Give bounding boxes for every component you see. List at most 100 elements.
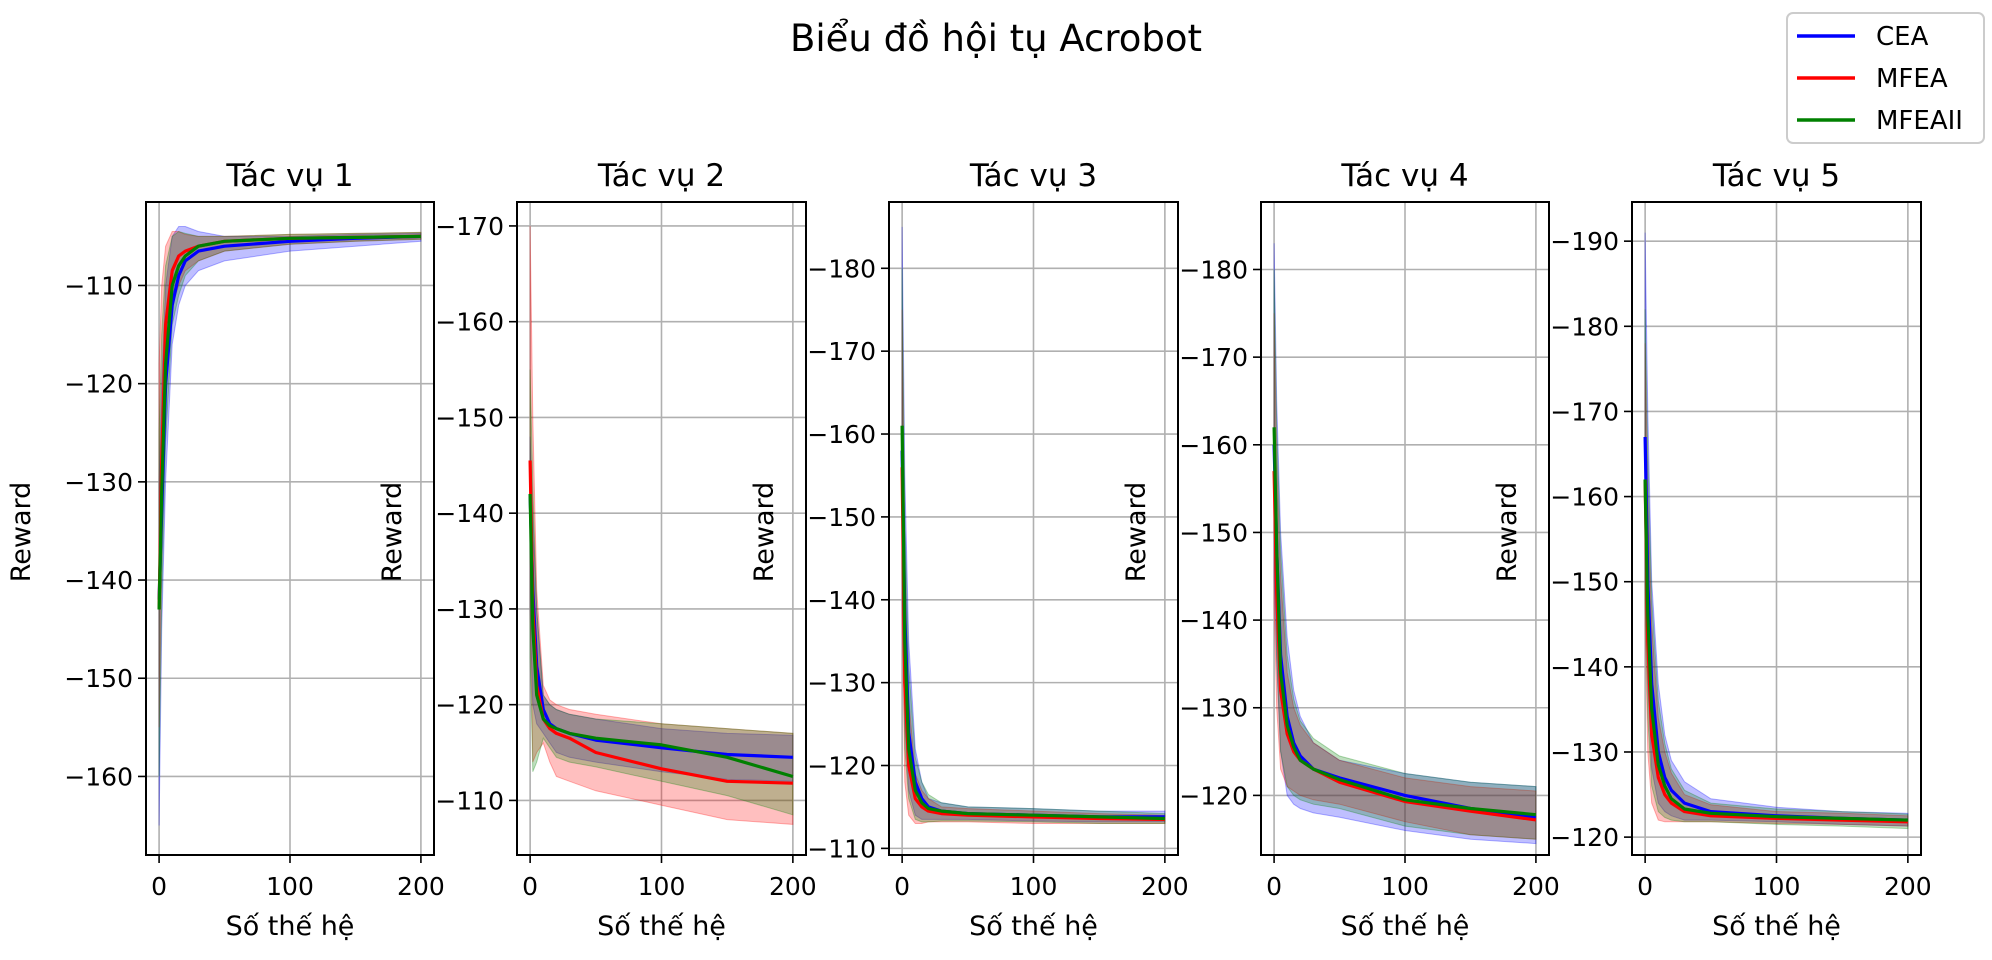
legend-box: [1786, 12, 1985, 144]
band-mfeaii: [1644, 309, 1909, 830]
series-line-mfeaii: [1643, 479, 1908, 822]
series-line-mfeaii: [157, 234, 421, 610]
y-tick-label: −120: [807, 752, 876, 781]
grid: [146, 202, 434, 855]
grid: [889, 202, 1178, 855]
subplot-4: 0 100 200 −120 −130 −140 −150 −160 −170 −180 Tác v…: [1121, 158, 1560, 942]
y-axis-label: Reward: [1121, 482, 1152, 583]
y-tick-label: −170: [435, 212, 504, 241]
y-tick-label: −140: [1179, 606, 1248, 635]
y-tick-label: −120: [1550, 823, 1619, 852]
series-line-mfeaii: [900, 425, 1165, 821]
x-tick-label: 0: [894, 872, 910, 901]
subplot-title: Tác vụ 4: [1340, 158, 1468, 194]
y-tick-label: −190: [1550, 227, 1619, 256]
x-tick-label: 0: [151, 872, 167, 901]
y-tick-label: −140: [435, 499, 504, 528]
plot-area: [1643, 232, 1909, 830]
x-tick-label: 200: [397, 872, 445, 901]
x-axis-label: Số thế hệ: [1712, 911, 1841, 942]
band-cea: [158, 226, 422, 826]
x-tick-label: 100: [638, 872, 686, 901]
y-tick-label: −130: [807, 669, 876, 698]
y-tick-label: −180: [1179, 255, 1248, 284]
x-axis-label: Số thế hệ: [597, 911, 726, 942]
subplot-title: Tác vụ 1: [225, 158, 353, 194]
y-tick-label: −130: [1179, 694, 1248, 723]
y-tick-label: −110: [64, 271, 133, 300]
y-tick-label: −140: [64, 566, 133, 595]
band-mfea: [1644, 343, 1909, 827]
y-tick-label: −120: [1179, 781, 1248, 810]
y-tick-label: −120: [435, 691, 504, 720]
y-tick-label: −140: [807, 586, 876, 615]
y-tick-label: −160: [1179, 431, 1248, 460]
grid: [1632, 202, 1921, 855]
band-mfea: [1273, 313, 1537, 840]
plot-area: [528, 225, 794, 825]
x-axis-label: Số thế hệ: [1341, 911, 1470, 942]
series-line-mfeaii: [528, 493, 794, 779]
band-cea: [901, 226, 1166, 823]
y-tick-label: −150: [435, 403, 504, 432]
x-axis-label: Số thế hệ: [226, 911, 355, 942]
x-tick-label: 200: [1141, 872, 1189, 901]
subplot-2: 0 100 200 −110 −120 −130 −140 −150 −160 −170 Tác v…: [377, 158, 817, 942]
legend: CEA MFEA MFEAII: [1786, 12, 1985, 144]
band-mfeaii: [901, 268, 1166, 824]
subplot-3: 0 100 200 −110 −120 −130 −140 −150 −160 −170 −180 T…: [749, 158, 1189, 942]
y-axis-label: Reward: [749, 482, 780, 583]
x-tick-label: 100: [1381, 872, 1429, 901]
y-tick-label: −120: [64, 370, 133, 399]
figure-title: Biểu đồ hội tụ Acrobot: [790, 17, 1202, 60]
legend-label-cea: CEA: [1876, 22, 1929, 52]
y-tick-label: −130: [435, 595, 504, 624]
band-cea: [1273, 243, 1537, 845]
subplot-panels: 0 100 200 −110 −120 −130 −140 −150 −160 Tác vụ 1 S…: [6, 158, 1932, 942]
y-tick-label: −170: [1550, 397, 1619, 426]
y-tick-label: −130: [1550, 738, 1619, 767]
series-line-mfeaii: [1272, 427, 1537, 817]
legend-label-mfeaii: MFEAII: [1876, 106, 1963, 136]
y-tick-label: −170: [1179, 343, 1248, 372]
band-cea: [529, 436, 794, 782]
y-tick-label: −160: [807, 420, 876, 449]
x-tick-label: 200: [1512, 872, 1560, 901]
y-tick-label: −110: [807, 834, 876, 863]
band-mfea: [901, 309, 1166, 824]
y-tick-label: −140: [1550, 653, 1619, 682]
grid: [1261, 202, 1549, 855]
y-tick-label: −150: [1179, 518, 1248, 547]
y-tick-label: −150: [64, 664, 133, 693]
y-tick-label: −180: [1550, 312, 1619, 341]
plot-area: [157, 226, 422, 826]
subplot-title: Tác vụ 5: [1712, 158, 1840, 194]
plot-area: [900, 226, 1166, 824]
y-axis-label: Reward: [6, 482, 37, 583]
x-axis-label: Số thế hệ: [969, 911, 1098, 942]
y-tick-label: −150: [1550, 568, 1619, 597]
subplot-title: Tác vụ 2: [597, 158, 725, 194]
x-tick-label: 200: [1884, 872, 1932, 901]
legend-label-mfea: MFEA: [1876, 64, 1948, 94]
y-tick-label: −180: [807, 254, 876, 283]
band-cea: [1644, 232, 1909, 827]
x-tick-label: 0: [1266, 872, 1282, 901]
y-tick-label: −160: [435, 308, 504, 337]
y-axis-label: Reward: [377, 482, 408, 583]
x-tick-label: 100: [1753, 872, 1801, 901]
band-mfeaii: [1273, 269, 1537, 840]
y-tick-label: −130: [64, 468, 133, 497]
band-mfea: [529, 225, 794, 825]
x-tick-label: 200: [769, 872, 817, 901]
y-tick-label: −160: [64, 762, 133, 791]
subplot-5: 0 100 200 −120 −130 −140 −150 −160 −170 −180 −190 T…: [1492, 158, 1932, 942]
x-tick-label: 100: [1010, 872, 1058, 901]
subplot-title: Tác vụ 3: [969, 158, 1097, 194]
x-tick-label: 100: [266, 872, 314, 901]
y-axis-label: Reward: [1492, 482, 1523, 583]
x-tick-label: 0: [1637, 872, 1653, 901]
plot-area: [1272, 243, 1537, 845]
